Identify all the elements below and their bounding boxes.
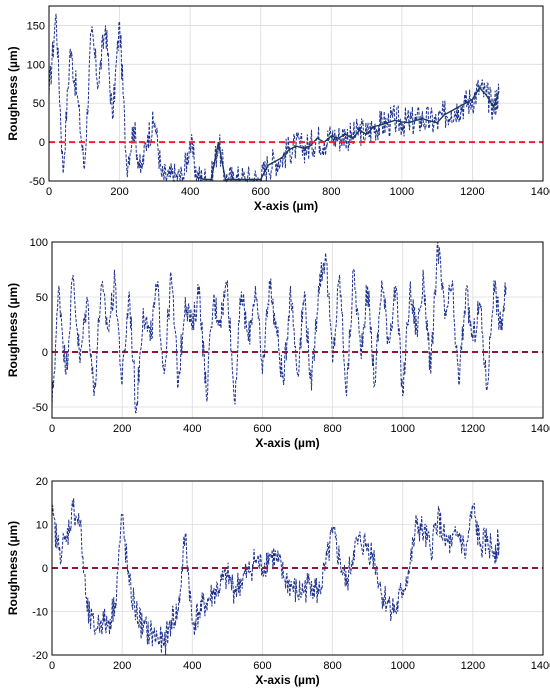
profile-line	[196, 86, 500, 181]
y-tick-label: -10	[32, 607, 48, 619]
axes-frame	[48, 5, 544, 182]
y-tick-label: 10	[36, 520, 48, 532]
x-tick-label: 400	[183, 660, 201, 672]
plot-area	[52, 242, 543, 418]
x-tick-label: 0	[49, 423, 55, 435]
x-tick-label: 1000	[390, 186, 414, 198]
y-tick-label: 100	[30, 237, 48, 249]
x-tick-label: 0	[49, 660, 55, 672]
x-tick-label: 200	[113, 660, 131, 672]
y-tick-label: 20	[36, 476, 48, 488]
x-tick-label: 1000	[390, 660, 414, 672]
x-tick-label: 1400	[531, 660, 550, 672]
x-tick-label: 1400	[531, 186, 550, 198]
x-tick-label: 600	[252, 186, 270, 198]
y-axis-label: Roughness (µm)	[6, 46, 20, 140]
x-tick-label: 1400	[531, 423, 550, 435]
x-tick-label: 400	[181, 186, 199, 198]
x-tick-label: 0	[46, 186, 52, 198]
panel-middle: 0200400600800100012001400-50050100X-axis…	[6, 237, 550, 450]
x-tick-label: 800	[322, 186, 340, 198]
x-tick-label: 600	[253, 423, 271, 435]
x-axis-label: X-axis (µm)	[254, 199, 318, 213]
y-tick-label: -20	[32, 650, 48, 662]
axes-frame	[51, 480, 544, 656]
series-line	[51, 241, 507, 414]
y-axis-label: Roughness (µm)	[6, 521, 20, 615]
panel-top: 0200400600800100012001400-50050100150X-a…	[6, 5, 550, 213]
panel-bottom: 0 200 400 600 800 1000 1200 1400 -20 -10 0 10 20 X-ax…	[6, 476, 550, 687]
x-tick-label: 800	[323, 660, 341, 672]
x-tick-label: 200	[110, 186, 128, 198]
x-tick-label: 800	[323, 423, 341, 435]
y-tick-label: -50	[29, 176, 45, 188]
x-tick-label: 1200	[461, 660, 485, 672]
series-line	[51, 498, 500, 656]
x-tick-label: 1200	[461, 423, 485, 435]
y-axis-label: Roughness (µm)	[6, 283, 20, 377]
x-axis-label: X-axis (µm)	[255, 436, 319, 450]
x-tick-label: 1000	[390, 423, 414, 435]
axes-frame	[51, 241, 544, 419]
x-tick-label: 400	[183, 423, 201, 435]
y-tick-label: 50	[36, 292, 48, 304]
y-tick-label: 100	[27, 59, 45, 71]
x-tick-label: 1200	[460, 186, 484, 198]
x-axis-label: X-axis (µm)	[255, 673, 319, 687]
y-tick-label: 50	[33, 98, 45, 110]
y-tick-label: 150	[27, 20, 45, 32]
y-tick-label: 0	[39, 137, 45, 149]
y-tick-label: 0	[42, 347, 48, 359]
x-tick-label: 600	[253, 660, 271, 672]
x-tick-label: 200	[113, 423, 131, 435]
y-tick-label: -50	[32, 402, 48, 414]
y-tick-label: 0	[42, 563, 48, 575]
